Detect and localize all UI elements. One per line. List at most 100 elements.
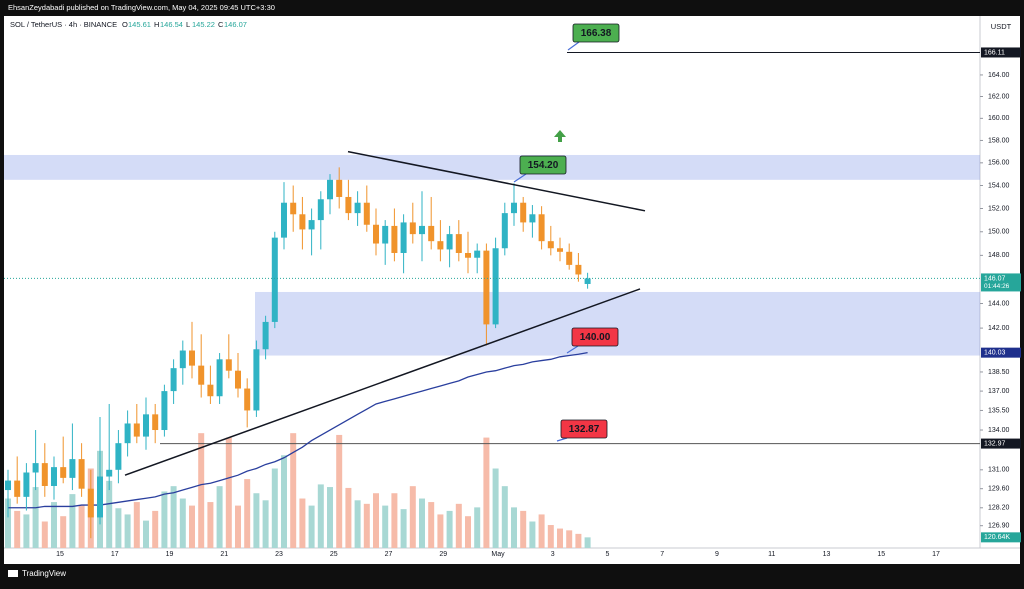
ohlc-value: 145.61	[128, 20, 151, 29]
candle-body	[557, 248, 563, 252]
price-label-box	[519, 155, 567, 175]
volume-label-box	[981, 532, 1021, 543]
candle-body	[465, 252, 471, 258]
trendline	[347, 150, 646, 212]
publisher: EhsanZeydabadi published on TradingView.…	[8, 3, 275, 12]
candle-body	[345, 196, 352, 214]
brand: TradingView	[22, 569, 66, 578]
x-tick-label: May	[491, 551, 505, 558]
volume-bar	[41, 521, 48, 548]
y-tick-label: 128.20	[988, 505, 1010, 512]
volume-bar	[14, 510, 21, 548]
volume-bar	[5, 498, 11, 548]
candle-body	[409, 222, 416, 235]
volume-bar	[483, 437, 490, 548]
candle-body	[538, 214, 545, 242]
countdown: 01:44:26	[984, 283, 1010, 290]
candle-body	[69, 459, 76, 478]
candle-body	[14, 480, 21, 497]
volume-bar	[455, 503, 462, 548]
plot-background	[4, 16, 1020, 564]
volume-bar	[492, 468, 499, 548]
y-tick-label: 162.00	[988, 93, 1010, 100]
candle-body	[419, 225, 425, 235]
candle-body	[244, 388, 251, 411]
candle-body	[87, 488, 94, 518]
candle-body	[198, 365, 205, 385]
candle-body	[51, 467, 57, 486]
candle-body	[133, 423, 140, 437]
ohlc-key: O	[122, 20, 128, 29]
candle-body	[483, 250, 490, 325]
axis-label-box	[981, 347, 1021, 358]
y-tick-label: 126.90	[988, 523, 1010, 530]
y-tick-label: 142.00	[988, 325, 1010, 332]
volume-bar	[60, 516, 67, 548]
candle-body	[23, 472, 30, 497]
volume-bar	[78, 505, 85, 548]
y-tick-label: 134.00	[988, 427, 1010, 434]
y-tick-label: 160.00	[988, 115, 1010, 122]
candle-body	[428, 225, 435, 242]
candle-body	[253, 349, 260, 411]
candle-body	[511, 202, 517, 214]
volume-bar	[281, 455, 287, 548]
volume-bar	[557, 528, 563, 548]
volume-bar	[244, 479, 251, 548]
x-tick-label: 13	[823, 551, 831, 558]
zone	[4, 154, 980, 180]
x-tick-label: 15	[56, 551, 64, 558]
volume-bar	[584, 537, 591, 548]
candle-body	[529, 214, 536, 223]
candle-body	[455, 234, 462, 253]
candle-body	[207, 384, 214, 397]
candle-body	[262, 321, 269, 350]
volume-bar	[354, 500, 361, 548]
label-pointer	[566, 345, 579, 354]
price-label: 154.20	[528, 160, 559, 171]
x-tick-label: 17	[111, 551, 119, 558]
y-tick-label: 156.00	[988, 160, 1010, 167]
candle-body	[492, 248, 499, 325]
volume-bar	[409, 486, 416, 548]
candle-body	[382, 225, 389, 244]
volume-bar	[538, 514, 545, 548]
axis-label: 166.11	[984, 49, 1005, 56]
candle-body	[354, 202, 361, 214]
x-tick-label: 19	[166, 551, 174, 558]
volume-bar	[143, 520, 149, 548]
x-tick-label: 3	[551, 551, 555, 558]
y-tick-label: 148.00	[988, 252, 1010, 259]
y-tick-label: 150.00	[988, 229, 1010, 236]
candle-body	[32, 463, 39, 473]
y-tick-label: 129.60	[988, 486, 1010, 493]
candle-body	[225, 359, 232, 371]
volume-bar	[474, 507, 481, 548]
volume-bar	[345, 487, 352, 548]
volume-bar	[566, 530, 573, 548]
candle-body	[474, 250, 481, 258]
volume-bar	[290, 433, 297, 548]
volume-bar	[271, 468, 278, 548]
volume-bar	[373, 493, 379, 548]
x-tick-label: 25	[330, 551, 338, 558]
candle-body	[97, 476, 103, 518]
volume-bar	[529, 521, 536, 548]
price-label: 140.00	[580, 332, 611, 343]
label-pointer	[567, 41, 580, 51]
ohlc-value: 146.54	[160, 20, 183, 29]
candle-body	[216, 359, 223, 397]
x-tick-label: 21	[220, 551, 228, 558]
volume-bar	[391, 493, 398, 548]
y-tick-label: 158.00	[988, 137, 1010, 144]
y-tick-label: 137.00	[988, 388, 1010, 395]
candle-body	[391, 225, 398, 253]
volume-bar	[437, 514, 444, 548]
candle-body	[547, 241, 554, 249]
volume-bar	[170, 486, 177, 548]
ohlc-value: 145.22	[192, 20, 215, 29]
y-tick-label: 144.00	[988, 300, 1010, 307]
symbol: SOL / TetherUS · 4h · BINANCE	[10, 20, 117, 29]
candle-body	[189, 350, 195, 366]
candle-body	[161, 391, 168, 431]
